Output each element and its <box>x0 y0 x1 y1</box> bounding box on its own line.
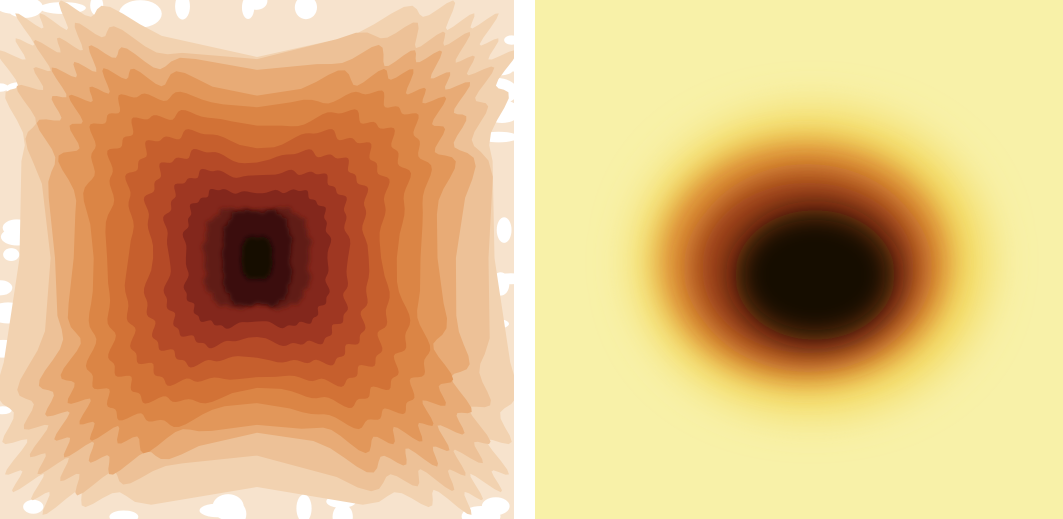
edge-patch <box>212 494 243 519</box>
image-pair <box>0 0 1063 519</box>
edge-patch <box>504 35 519 44</box>
edge-patch <box>497 217 512 243</box>
page: (() => { const svg = document.getElement… <box>0 0 1063 519</box>
edge-patch <box>3 248 19 261</box>
edge-patch <box>23 500 43 514</box>
blur-panel <box>535 0 1063 519</box>
contour-level <box>241 236 273 280</box>
contour-panel <box>0 0 532 519</box>
core <box>735 210 895 340</box>
